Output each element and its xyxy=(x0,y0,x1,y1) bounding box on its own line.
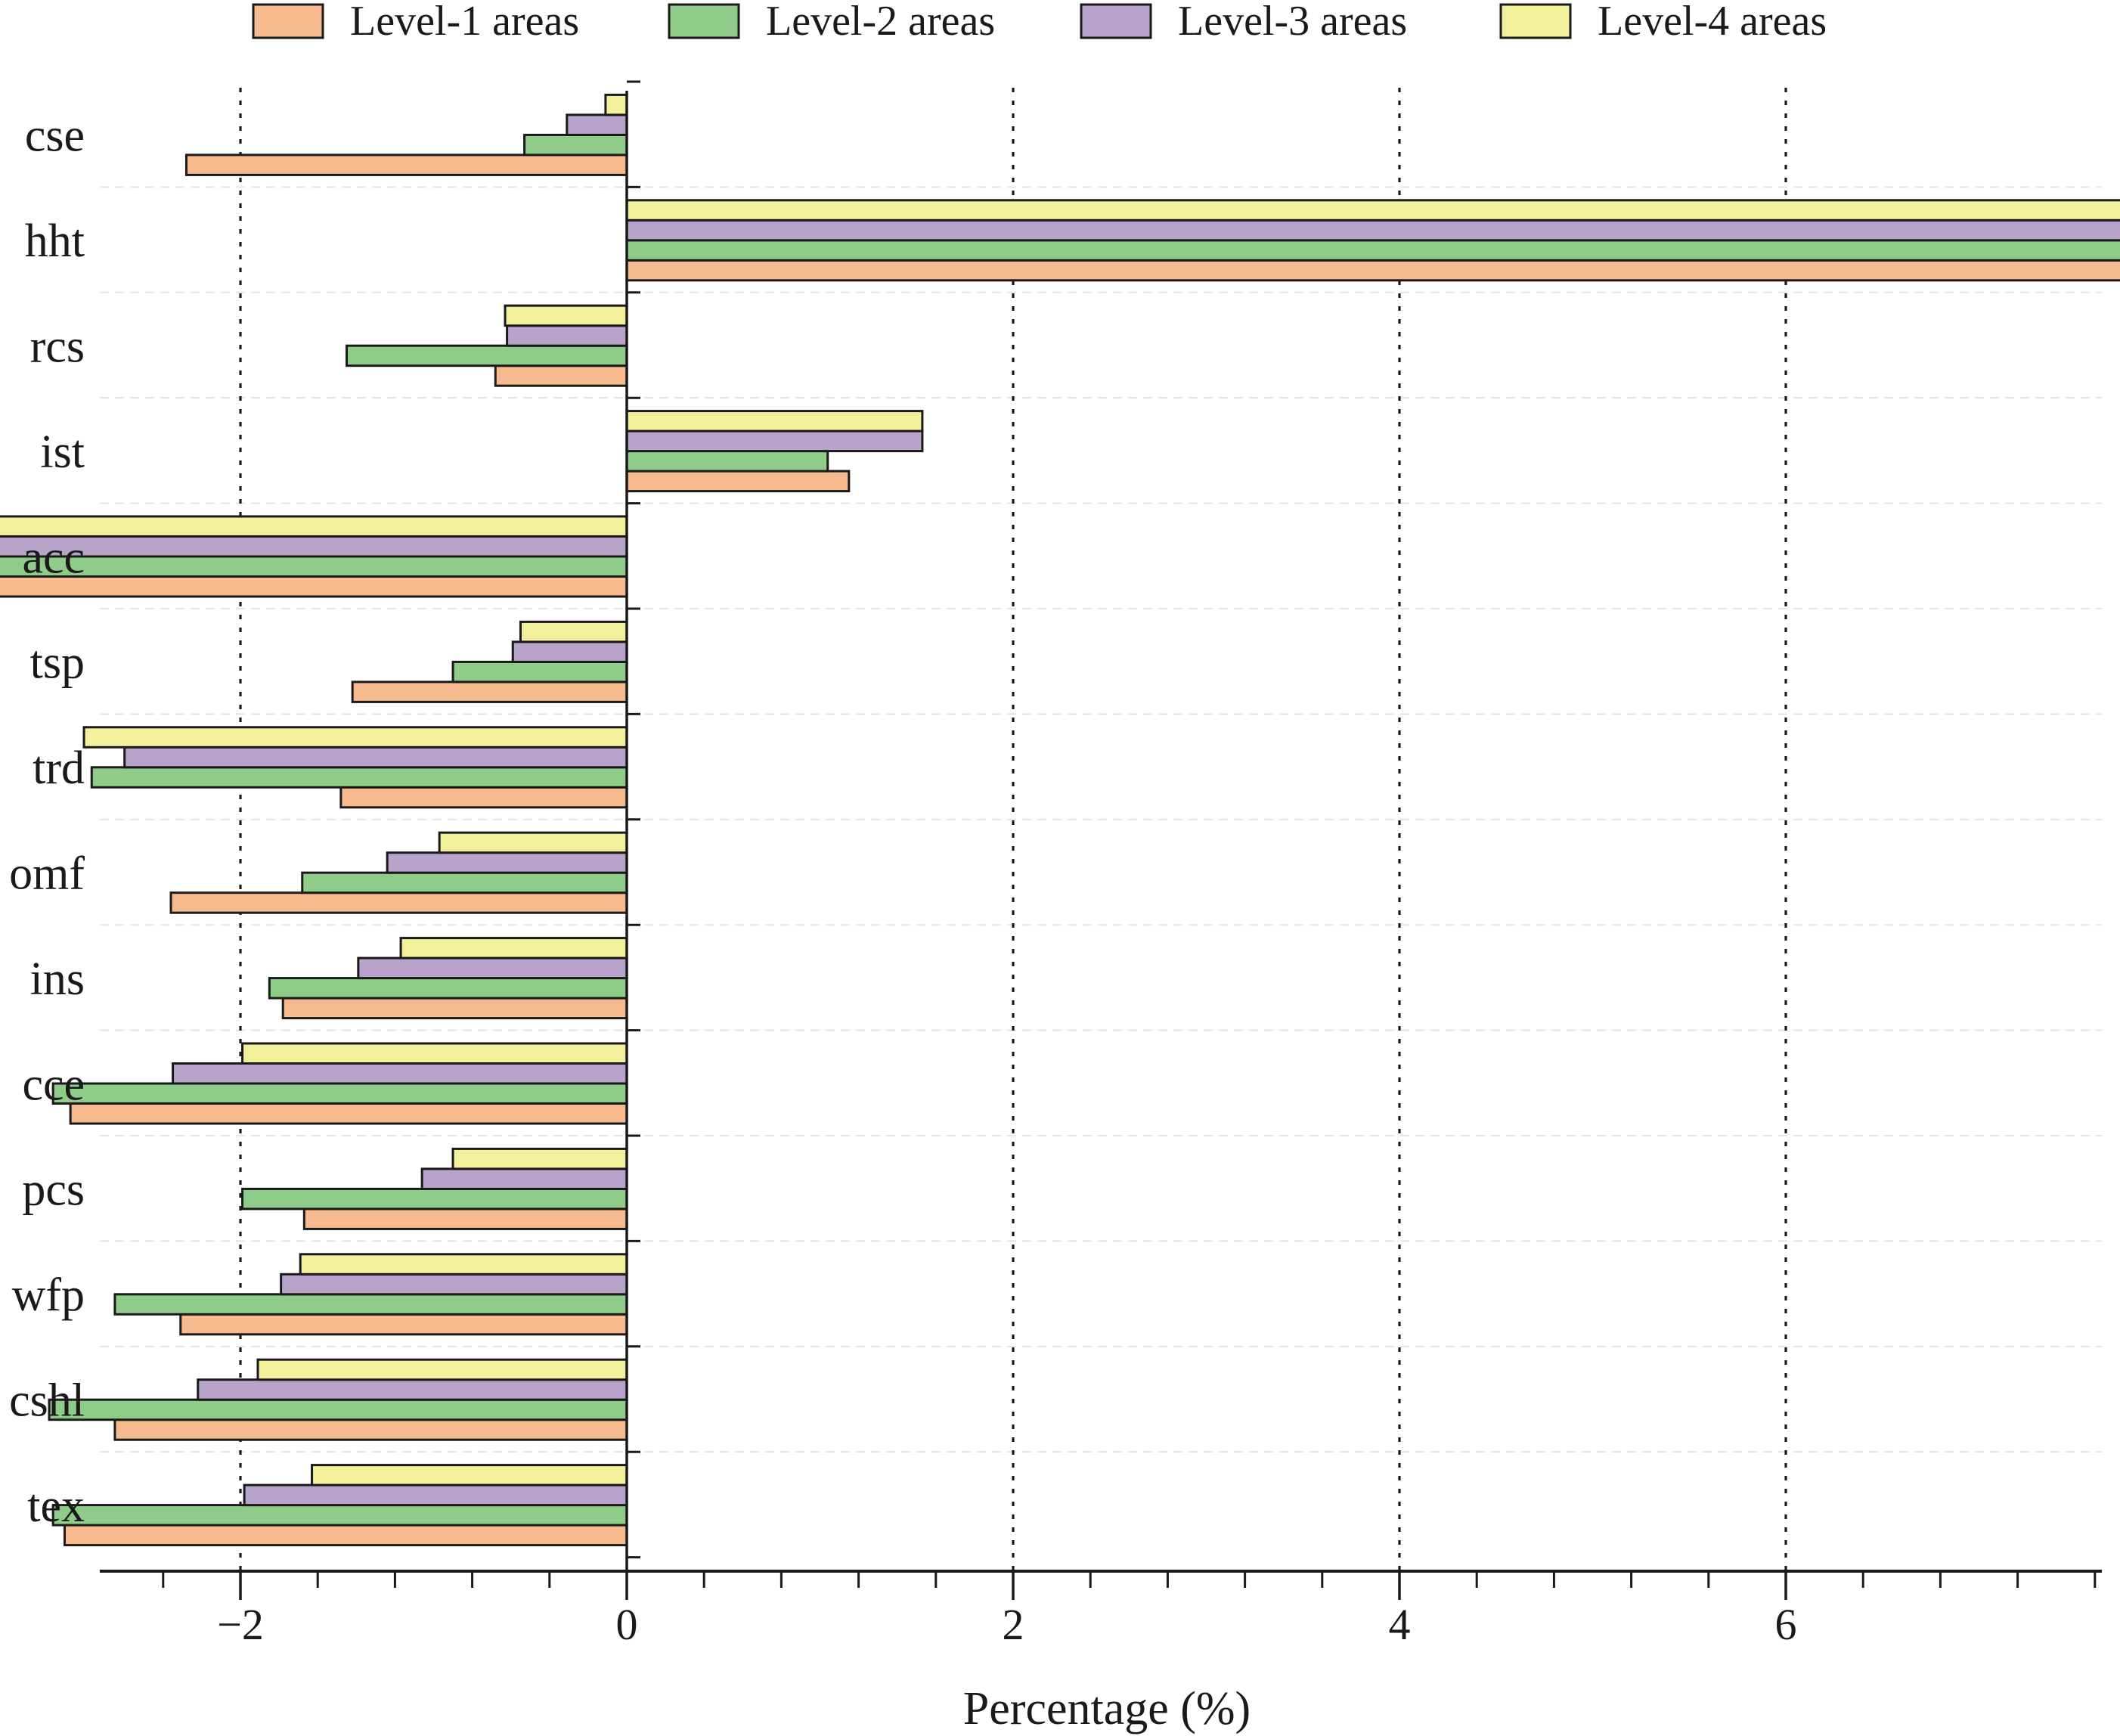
legend-swatch xyxy=(1080,3,1152,39)
bar-trd-level-4-areas xyxy=(82,726,628,749)
bar-acc-level-2-areas xyxy=(0,555,628,578)
bar-acc-level-4-areas xyxy=(0,515,628,538)
bar-cshl-level-3-areas xyxy=(197,1378,628,1401)
x-tick-label: 4 xyxy=(1389,1600,1411,1649)
bar-rcs-level-3-areas xyxy=(506,324,628,347)
category-label: ist xyxy=(40,426,85,478)
bar-cse-level-1-areas xyxy=(184,153,628,176)
legend: Level-1 areas Level-2 areas Level-3 areas L… xyxy=(252,0,1827,45)
bar-ist-level-3-areas xyxy=(625,429,924,453)
bar-tsp-level-4-areas xyxy=(519,620,628,643)
bar-ins-level-4-areas xyxy=(399,937,628,959)
bar-cce-level-4-areas xyxy=(241,1042,628,1065)
legend-label: Level-4 areas xyxy=(1598,0,1827,45)
bar-hht-level-2-areas xyxy=(625,239,2120,262)
category-label: cse xyxy=(25,110,85,162)
axes xyxy=(100,80,2102,1600)
bar-tsp-level-1-areas xyxy=(351,680,628,703)
bar-hht-level-3-areas xyxy=(625,219,2120,242)
bar-trd-level-2-areas xyxy=(90,766,628,789)
bar-wfp-level-3-areas xyxy=(280,1273,628,1296)
bar-trd-level-1-areas xyxy=(339,786,628,809)
bar-cse-level-2-areas xyxy=(523,133,628,157)
bar-cse-level-3-areas xyxy=(566,113,628,136)
category-label: cshl xyxy=(9,1375,85,1427)
bar-rcs-level-2-areas xyxy=(346,344,628,367)
bar-tex-level-3-areas xyxy=(243,1483,628,1507)
bar-hht-level-1-areas xyxy=(625,259,2120,282)
legend-swatch xyxy=(1499,3,1572,39)
bar-cce-level-3-areas xyxy=(172,1062,628,1085)
bar-pcs-level-2-areas xyxy=(241,1187,628,1211)
bar-ist-level-2-areas xyxy=(625,450,829,473)
bar-omf-level-3-areas xyxy=(386,851,628,874)
category-label: ins xyxy=(30,953,85,1005)
bar-pcs-level-4-areas xyxy=(451,1147,628,1170)
legend-swatch xyxy=(668,3,740,39)
bar-acc-level-1-areas xyxy=(0,575,628,598)
category-labels: cse hht rcs ist acc tsp trd omf ins cce pcs wfp cshl… xyxy=(9,110,85,1532)
bar-tex-level-4-areas xyxy=(311,1464,628,1486)
x-tick-label: 2 xyxy=(1003,1600,1024,1649)
bar-wfp-level-2-areas xyxy=(113,1293,628,1316)
bar-wfp-level-1-areas xyxy=(179,1313,628,1336)
legend-label: Level-2 areas xyxy=(766,0,995,45)
bar-cse-level-4-areas xyxy=(604,93,628,116)
category-label: wfp xyxy=(12,1269,85,1321)
bar-acc-level-3-areas xyxy=(0,535,628,558)
bar-rcs-level-4-areas xyxy=(504,304,628,327)
category-label: pcs xyxy=(22,1164,85,1216)
bar-hht-level-4-areas xyxy=(625,199,2120,222)
x-axis-title: Percentage (%) xyxy=(963,1683,1251,1734)
category-label: rcs xyxy=(30,321,85,373)
category-label: trd xyxy=(33,742,85,794)
bar-tex-level-1-areas xyxy=(63,1524,628,1547)
bar-ins-level-3-areas xyxy=(357,956,628,980)
category-label: hht xyxy=(25,215,85,267)
bar-cshl-level-2-areas xyxy=(48,1398,628,1421)
x-tick-label: −2 xyxy=(217,1600,264,1649)
legend-label: Level-1 areas xyxy=(350,0,579,45)
bar-wfp-level-4-areas xyxy=(299,1253,628,1276)
bar-ist-level-4-areas xyxy=(625,410,924,432)
category-label: tex xyxy=(27,1480,85,1532)
bar-cshl-level-4-areas xyxy=(256,1358,628,1381)
bar-pcs-level-3-areas xyxy=(420,1167,628,1190)
bar-ist-level-1-areas xyxy=(625,470,851,493)
bar-trd-level-3-areas xyxy=(123,746,628,769)
bar-cce-level-2-areas xyxy=(51,1082,628,1105)
bar-tsp-level-2-areas xyxy=(451,660,628,684)
category-label: tsp xyxy=(30,637,85,689)
category-label: cce xyxy=(22,1059,85,1110)
bar-omf-level-2-areas xyxy=(301,871,628,894)
x-tick-label: 0 xyxy=(616,1600,638,1649)
bar-ins-level-2-areas xyxy=(268,977,628,1000)
bar-omf-level-1-areas xyxy=(169,891,628,914)
bar-tsp-level-3-areas xyxy=(511,640,628,663)
legend-swatch xyxy=(252,3,324,39)
bar-cce-level-1-areas xyxy=(69,1102,628,1125)
bar-cshl-level-1-areas xyxy=(113,1418,628,1441)
legend-label: Level-3 areas xyxy=(1178,0,1407,45)
bar-ins-level-1-areas xyxy=(281,997,628,1020)
bar-rcs-level-1-areas xyxy=(494,364,628,387)
category-label: acc xyxy=(22,532,85,583)
category-label: omf xyxy=(9,848,85,900)
tick-labels: −4−202468101214 xyxy=(217,1600,1797,1649)
x-tick-label: 6 xyxy=(1775,1600,1797,1649)
grid-lines xyxy=(100,88,2102,1571)
bar-omf-level-4-areas xyxy=(438,831,628,854)
bar-pcs-level-1-areas xyxy=(302,1207,628,1230)
bar-tex-level-2-areas xyxy=(51,1504,628,1527)
